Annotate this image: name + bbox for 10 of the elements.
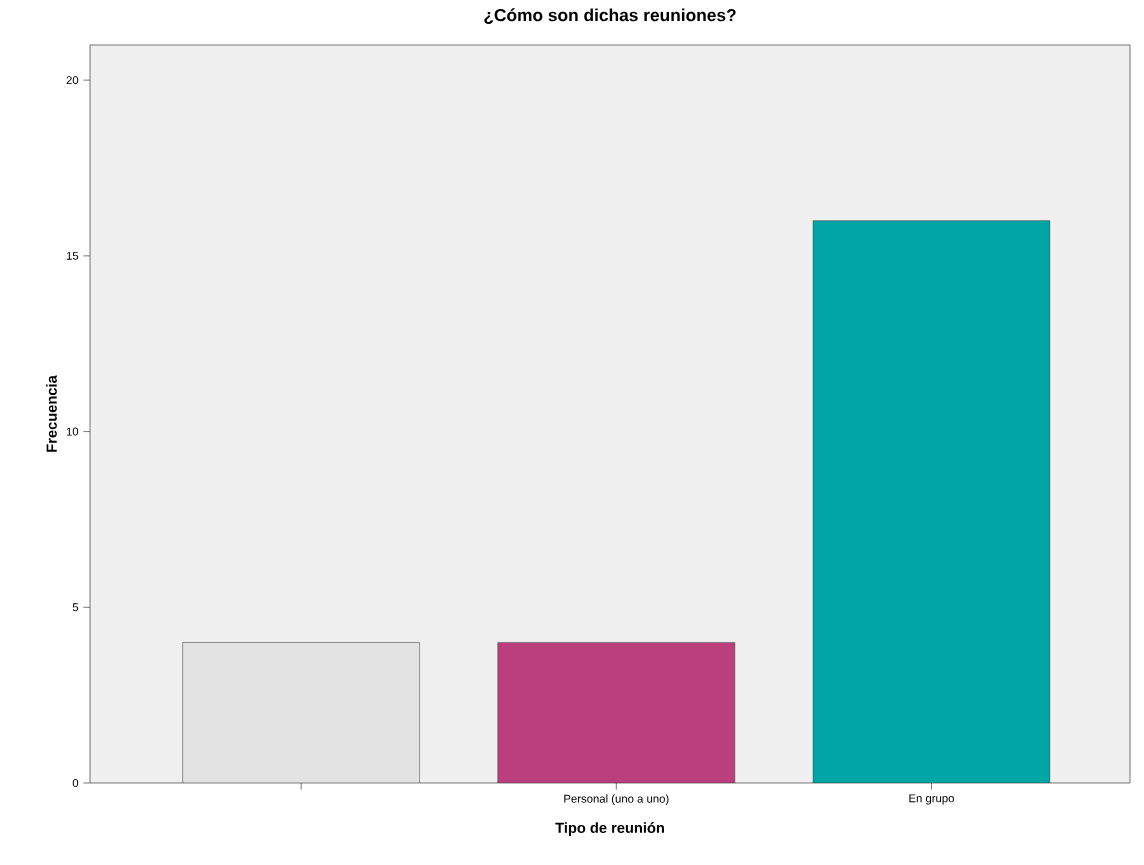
y-tick-label: 5 [72, 603, 79, 612]
y-tick-label: 10 [66, 427, 79, 436]
y-axis-title: Frecuencia [46, 375, 57, 452]
y-tick-label: 15 [66, 251, 79, 260]
x-axis-title: Tipo de reunión [555, 822, 664, 836]
y-tick-label: 20 [66, 76, 79, 85]
x-tick-label: Personal (uno a uno) [564, 794, 669, 805]
chart-title: ¿Cómo son dichas reuniones? [484, 8, 736, 25]
x-tick-label: En grupo [909, 794, 954, 805]
y-tick-label: 0 [72, 779, 79, 788]
